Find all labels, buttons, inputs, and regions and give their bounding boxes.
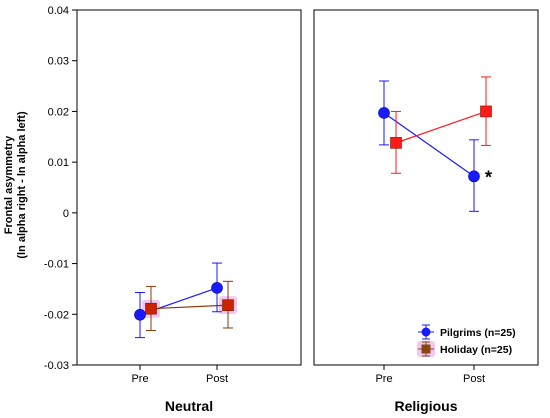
y-axis-label-line2: (ln alpha right - ln alpha left) (16, 111, 28, 259)
legend-marker-square (421, 344, 431, 354)
x-tick-label: Post (206, 373, 228, 385)
significance-asterisk: * (485, 167, 492, 187)
axes-layer (72, 9, 475, 370)
y-tick-label: 0.04 (48, 5, 69, 17)
markers-layer (134, 105, 492, 354)
data-point-holiday-religious-post (480, 105, 492, 118)
series-lines-layer (139, 110, 487, 350)
legend-marker-circle (421, 327, 431, 337)
panel-frame-religious (313, 9, 539, 366)
legend-label: Holiday (n=25) (440, 344, 512, 356)
panel-title-neutral: Neutral (165, 398, 213, 414)
y-tick-label: -0.02 (44, 309, 69, 321)
y-tick-label: 0.01 (48, 157, 69, 169)
x-tick-label: Post (463, 373, 485, 385)
panel-title-religious: Religious (394, 398, 457, 414)
data-point-holiday-neutral-post (222, 299, 234, 311)
y-tick-label: -0.01 (44, 259, 69, 271)
series-line-pilgrims-religious (383, 112, 475, 177)
y-tick-label: 0.03 (48, 56, 69, 68)
error-bars-layer (135, 76, 491, 357)
data-point-holiday-religious-pre (390, 137, 402, 149)
x-tick-label: Pre (131, 373, 148, 385)
text-layer: -0.03 -0.02 -0.01 0 0.01 0.02 0.03 0.04 Pre Post P… (3, 5, 516, 414)
series-line-holiday-religious (395, 110, 487, 144)
series-line-holiday-neutral (150, 304, 229, 310)
panel-frame-neutral (76, 9, 302, 366)
halo-layer (142, 296, 435, 357)
y-axis-label-line1: Frontal asymmetry (3, 135, 15, 234)
data-point-holiday-neutral-pre (145, 302, 157, 315)
data-point-pilgrims-religious-post (468, 170, 480, 183)
y-tick-label: 0.02 (48, 106, 69, 118)
y-tick-label: 0 (63, 208, 69, 220)
legend-label: Pilgrims (n=25) (440, 327, 516, 339)
data-point-pilgrims-neutral-post (211, 282, 223, 294)
data-point-pilgrims-neutral-pre (134, 308, 146, 321)
panel-frames (76, 9, 539, 366)
data-point-pilgrims-religious-pre (378, 107, 390, 119)
x-tick-label: Pre (375, 373, 392, 385)
y-tick-label: -0.03 (44, 360, 69, 372)
